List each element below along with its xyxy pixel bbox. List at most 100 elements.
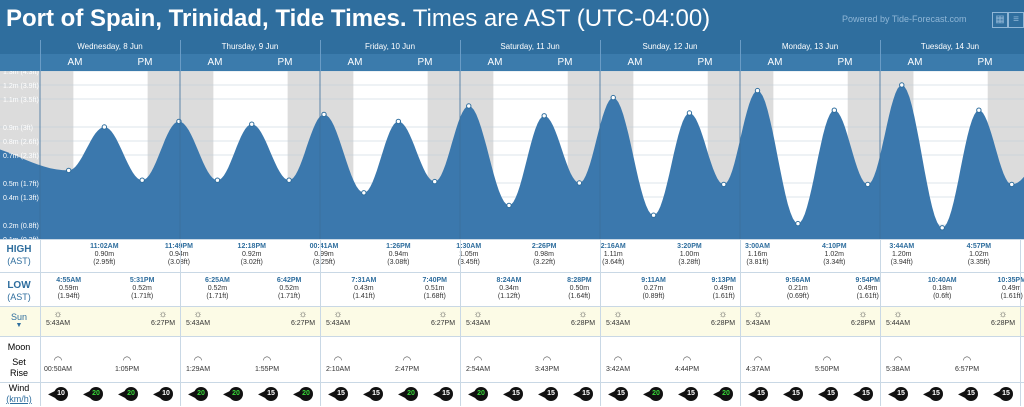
wind-units-link[interactable]: (km/h) xyxy=(6,394,32,404)
wind-direction-icon: ◀ xyxy=(328,389,336,400)
wind-speed: 15 xyxy=(929,387,943,401)
low-tide-point xyxy=(506,202,512,209)
day-header-row: Wednesday, 8 Jun Thursday, 9 Jun Friday, 1… xyxy=(0,40,1024,54)
wind-speed: 20 xyxy=(124,387,138,401)
grid-view-icon[interactable]: ▦ xyxy=(992,12,1008,28)
low-tide-cell: 9:11AM 0.27m (0.89ft) xyxy=(641,277,666,300)
title-bar: Port of Spain, Trinidad, Tide Times. Tim… xyxy=(0,0,1024,40)
sunset-icon: ☼ xyxy=(858,309,868,320)
pm-label: PM xyxy=(557,57,573,68)
day-separator xyxy=(740,40,741,71)
moon-icon: ◠ xyxy=(962,355,972,366)
sunset: ☼ 6:28PM xyxy=(710,309,736,328)
sunrise-icon: ☼ xyxy=(613,309,623,320)
wind-indicator: ◀ 20 xyxy=(118,386,138,402)
wind-speed: 20 xyxy=(474,387,488,401)
pm-label: PM xyxy=(277,57,293,68)
high-ast-label: (AST) xyxy=(7,256,31,266)
moon-row xyxy=(0,336,1024,382)
day-label: Friday, 10 Jun xyxy=(364,42,416,51)
wind-direction-icon: ◀ xyxy=(573,389,581,400)
day-column-separator xyxy=(180,239,181,406)
wind-indicator: ◀ 15 xyxy=(888,386,908,402)
moonrise: ◠ 3:43PM xyxy=(534,355,560,374)
wind-speed: 20 xyxy=(649,387,663,401)
sunset-icon: ☼ xyxy=(718,309,728,320)
wind-speed: 15 xyxy=(754,387,768,401)
moon-icon: ◠ xyxy=(53,355,63,366)
wind-indicator: ◀ 20 xyxy=(293,386,313,402)
am-label: AM xyxy=(627,57,643,68)
page-title: Port of Spain, Trinidad, Tide Times. Tim… xyxy=(6,5,711,32)
sunrise-icon: ☼ xyxy=(53,309,63,320)
wind-direction-icon: ◀ xyxy=(853,389,861,400)
high-tide-cell: 3:44AM 1.20m (3.94ft) xyxy=(889,243,915,266)
high-tide-point xyxy=(176,118,182,125)
sunset: ☼ 6:28PM xyxy=(570,309,596,328)
wind-indicator: ◀ 10 xyxy=(48,386,68,402)
sunrise: ☼ 5:43AM xyxy=(605,309,631,328)
wind-speed: 15 xyxy=(264,387,278,401)
wind-indicator: ◀ 20 xyxy=(188,386,208,402)
wind-indicator: ◀ 20 xyxy=(468,386,488,402)
moonset: ◠ 2:10AM xyxy=(325,355,351,374)
wind-indicator: ◀ 15 xyxy=(258,386,278,402)
wind-label: Wind xyxy=(8,383,30,393)
day-column-separator xyxy=(740,239,741,406)
high-tide-cell: 12:18PM 0.92m (3.02ft) xyxy=(237,243,266,266)
pm-label: PM xyxy=(977,57,993,68)
low-tide-cell: 6:42PM 0.52m (1.71ft) xyxy=(276,277,302,300)
wind-direction-icon: ◀ xyxy=(223,389,231,400)
sunset: ☼ 6:27PM xyxy=(290,309,316,328)
low-tide-cell: 9:56AM 0.21m (0.69ft) xyxy=(785,277,811,300)
day-separator xyxy=(460,40,461,71)
high-tide-row xyxy=(0,239,1024,272)
wind-indicator: ◀ 20 xyxy=(83,386,103,402)
low-tide-point xyxy=(576,180,583,186)
wind-row xyxy=(0,382,1024,407)
y-axis-label: 0.9m (3ft) xyxy=(3,125,33,132)
list-view-icon[interactable]: ≡ xyxy=(1008,12,1024,28)
low-tide-cell: 6:25AM 0.52m (1.71ft) xyxy=(204,277,230,300)
high-tide-point xyxy=(541,113,547,119)
sunset: ☼ 6:28PM xyxy=(990,309,1016,328)
wind-direction-icon: ◀ xyxy=(118,389,126,400)
low-tide-cell: 4:55AM 0.59m (1.94ft) xyxy=(56,277,82,300)
low-tide-cell: 10:40AM 0.18m (0.6ft) xyxy=(927,277,957,300)
ampm-row: AM PM AM PM AM PM AM PM AM PM AM PM AM PM xyxy=(0,54,1024,71)
low-tide-row xyxy=(0,272,1024,306)
wind-indicator: ◀ 15 xyxy=(363,386,383,402)
wind-indicator: ◀ 20 xyxy=(223,386,243,402)
sunrise: ☼ 5:43AM xyxy=(745,309,771,328)
low-tide-point xyxy=(214,177,221,183)
powered-by[interactable]: Powered by Tide-Forecast.com xyxy=(842,14,967,24)
low-tide-cell: 5:31PM 0.52m (1.71ft) xyxy=(129,277,155,300)
day-column-separator xyxy=(600,239,601,406)
sunset-icon: ☼ xyxy=(998,309,1008,320)
pm-label: PM xyxy=(837,57,853,68)
wind-direction-icon: ◀ xyxy=(713,389,721,400)
low-tide-point xyxy=(1009,181,1015,188)
high-tide-cell: 2:26PM 0.98m (3.22ft) xyxy=(531,243,557,266)
sunrise: ☼ 5:43AM xyxy=(185,309,211,328)
moon-icon: ◠ xyxy=(122,355,132,366)
day-label: Monday, 13 Jun xyxy=(781,42,839,51)
moonset: ◠ 1:29AM xyxy=(185,355,211,374)
sunrise: ☼ 5:44AM xyxy=(885,309,911,328)
moon-icon: ◠ xyxy=(262,355,272,366)
sunset: ☼ 6:27PM xyxy=(150,309,176,328)
wind-direction-icon: ◀ xyxy=(643,389,651,400)
sun-toggle-icon[interactable]: ▼ xyxy=(15,322,23,329)
wind-indicator: ◀ 15 xyxy=(678,386,698,402)
high-tide-point xyxy=(466,103,472,109)
sunrise: ☼ 5:43AM xyxy=(325,309,351,328)
low-tide-point xyxy=(139,177,145,183)
wind-direction-icon: ◀ xyxy=(258,389,266,400)
wind-indicator: ◀ 20 xyxy=(398,386,418,402)
low-tide-point xyxy=(286,177,292,183)
high-tide-cell: 1:30AM 1.05m (3.45ft) xyxy=(456,243,482,266)
moon-icon: ◠ xyxy=(822,355,832,366)
wind-direction-icon: ◀ xyxy=(748,389,756,400)
wind-indicator: ◀ 20 xyxy=(643,386,663,402)
wind-speed: 10 xyxy=(159,387,173,401)
